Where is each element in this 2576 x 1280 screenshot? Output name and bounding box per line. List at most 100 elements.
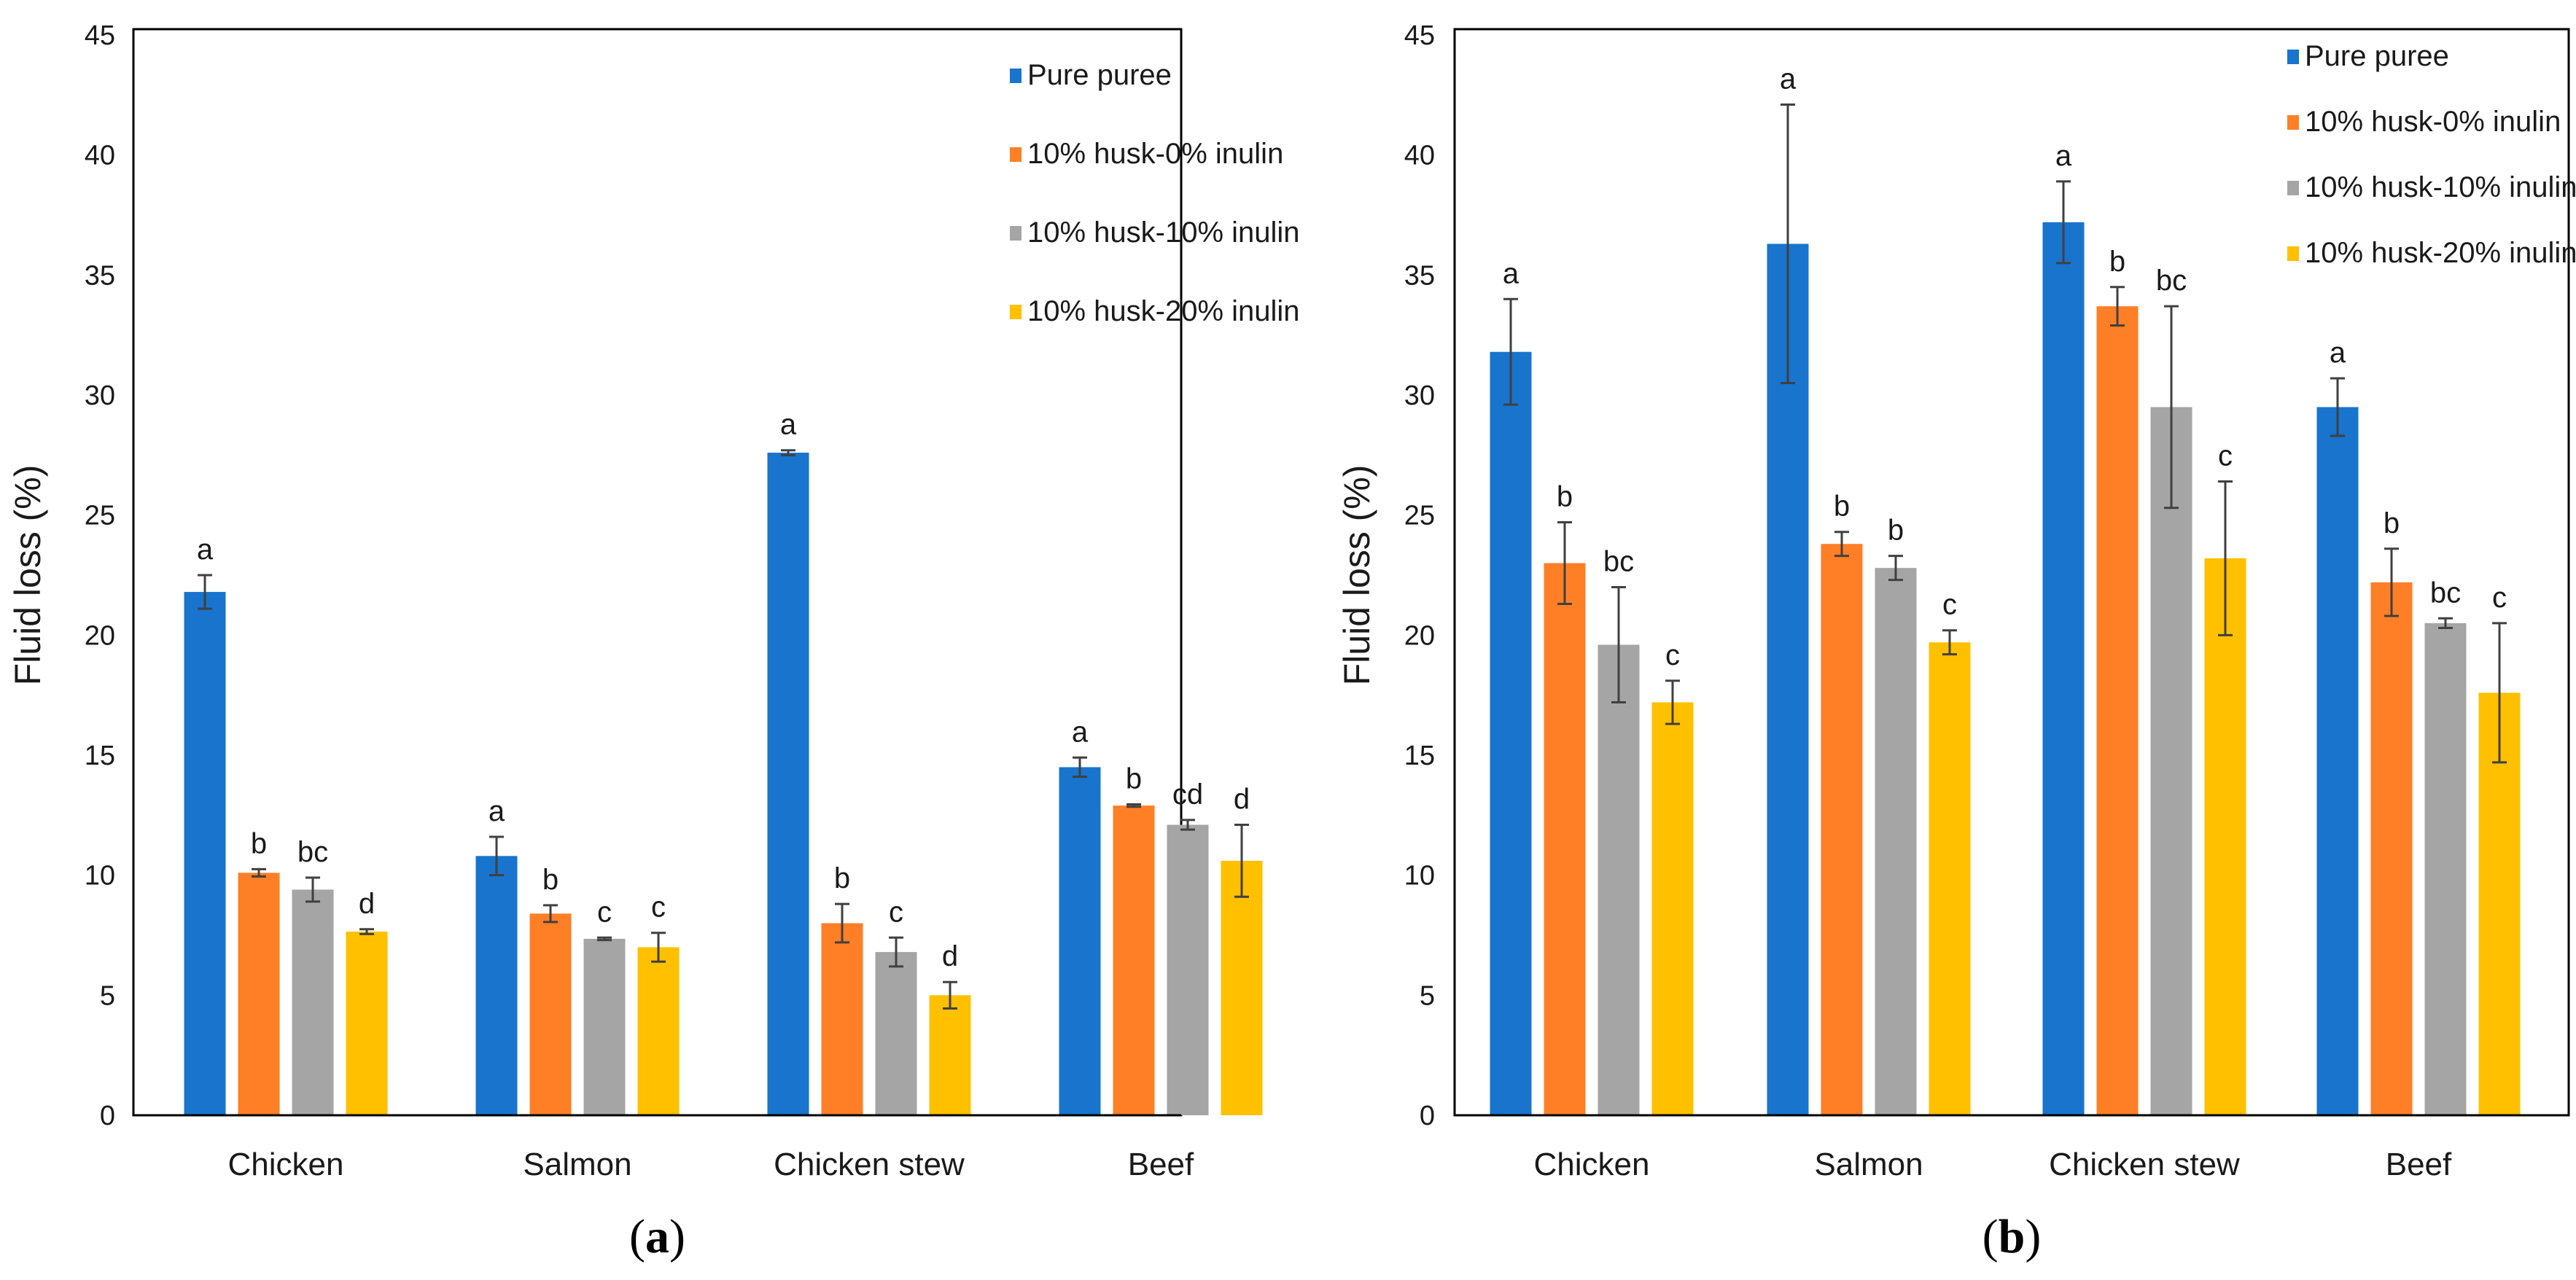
y-tick-label: 45 (1404, 20, 1435, 51)
significance-letter: a (1780, 63, 1797, 95)
bar (292, 889, 334, 1115)
legend-label: 10% husk-10% inulin (1027, 216, 1300, 249)
legend-label: 10% husk-10% inulin (2305, 171, 2576, 203)
bar (475, 856, 518, 1115)
legend: Pure puree 10% husk-0% inulin 10% husk-10%… (2287, 40, 2576, 269)
y-tick-label: 5 (1420, 980, 1435, 1011)
legend-swatch (2287, 115, 2299, 130)
significance-letter: c (651, 891, 666, 924)
x-category-label: Salmon (523, 1147, 631, 1182)
y-tick-label: 35 (1404, 260, 1435, 291)
y-tick-label: 15 (1404, 741, 1435, 771)
y-tick-label: 25 (85, 501, 115, 531)
legend-swatch (2287, 50, 2299, 64)
significance-letter: a (2330, 337, 2346, 369)
legend-label: 10% husk-20% inulin (1027, 295, 1300, 327)
significance-letter: c (1665, 639, 1680, 671)
legend-swatch (2287, 246, 2299, 261)
bar (1221, 860, 1263, 1115)
significance-letter: b (1557, 481, 1573, 513)
y-tick-label: 10 (1404, 861, 1435, 891)
significance-letter: b (2384, 507, 2400, 539)
bar (1167, 824, 1209, 1115)
significance-letter: cd (1172, 778, 1203, 811)
x-category-label: Chicken stew (2049, 1147, 2240, 1182)
significance-letter: b (2109, 246, 2125, 278)
bar (2096, 306, 2139, 1115)
significance-letter: a (197, 534, 214, 566)
bar (2150, 407, 2192, 1115)
significance-letter: a (1072, 716, 1089, 748)
significance-letter: a (489, 795, 505, 827)
bar (583, 938, 626, 1115)
bar (1929, 642, 1971, 1115)
y-tick-label: 45 (85, 20, 115, 51)
legend-label: Pure puree (2305, 40, 2449, 72)
significance-letter: c (889, 896, 903, 928)
panel-caption: (a) (629, 1210, 685, 1263)
bar (875, 952, 917, 1115)
legend-swatch (1010, 226, 1022, 241)
bar (2204, 558, 2246, 1115)
bar (346, 932, 388, 1115)
panel-letter: a (645, 1210, 669, 1263)
bar (2316, 407, 2359, 1115)
y-tick-label: 40 (85, 141, 115, 171)
bar (1544, 563, 1586, 1115)
bar (929, 995, 971, 1115)
bar (238, 873, 280, 1115)
x-category-label: Beef (1128, 1147, 1194, 1182)
bar (529, 913, 572, 1115)
significance-letter: b (542, 864, 559, 896)
significance-letter: bc (1603, 545, 1634, 577)
significance-letter: c (1942, 589, 1957, 621)
bar (1059, 767, 1101, 1115)
significance-letter: d (1234, 784, 1250, 816)
y-axis-label: Fluid loss (%) (7, 465, 48, 686)
bar (1598, 644, 1640, 1115)
y-tick-label: 35 (85, 260, 115, 291)
bar (1821, 544, 1863, 1115)
bar (1767, 243, 1809, 1115)
x-category-label: Chicken (1534, 1147, 1650, 1182)
y-tick-label: 5 (100, 980, 115, 1011)
x-category-label: Chicken (228, 1147, 344, 1182)
significance-letter: a (780, 409, 797, 441)
significance-letter: c (597, 896, 612, 928)
bar (1651, 702, 1694, 1115)
legend-label: 10% husk-0% inulin (2305, 106, 2561, 138)
legend-label: 10% husk-0% inulin (1027, 138, 1283, 170)
significance-letter: b (251, 827, 267, 859)
significance-letter: b (1888, 515, 1904, 547)
significance-letter: d (359, 888, 375, 920)
bar (1875, 568, 1917, 1115)
significance-letter: a (2055, 140, 2072, 172)
y-tick-label: 20 (85, 620, 115, 651)
y-tick-label: 10 (85, 861, 115, 891)
legend-swatch (1010, 69, 1022, 83)
significance-letter: d (942, 940, 958, 972)
y-tick-label: 0 (1420, 1101, 1435, 1131)
x-category-label: Salmon (1814, 1147, 1923, 1182)
y-tick-label: 30 (1404, 381, 1435, 411)
significance-letter: bc (2430, 577, 2461, 609)
significance-letter: bc (297, 836, 328, 868)
y-axis-label: Fluid loss (%) (1336, 465, 1377, 686)
bar (1113, 805, 1155, 1115)
y-tick-label: 0 (100, 1101, 115, 1131)
significance-letter: b (1834, 491, 1850, 523)
legend-swatch (1010, 305, 1022, 319)
y-tick-label: 25 (1404, 501, 1435, 531)
panel-letter: b (1999, 1210, 2026, 1263)
bar (767, 453, 809, 1115)
significance-letter: c (2492, 582, 2507, 614)
significance-letter: b (1126, 763, 1142, 795)
y-tick-label: 20 (1404, 620, 1435, 651)
legend-swatch (1010, 147, 1022, 162)
y-tick-label: 15 (85, 741, 115, 771)
legend-label: 10% husk-20% inulin (2305, 237, 2576, 269)
x-category-label: Beef (2386, 1147, 2452, 1182)
